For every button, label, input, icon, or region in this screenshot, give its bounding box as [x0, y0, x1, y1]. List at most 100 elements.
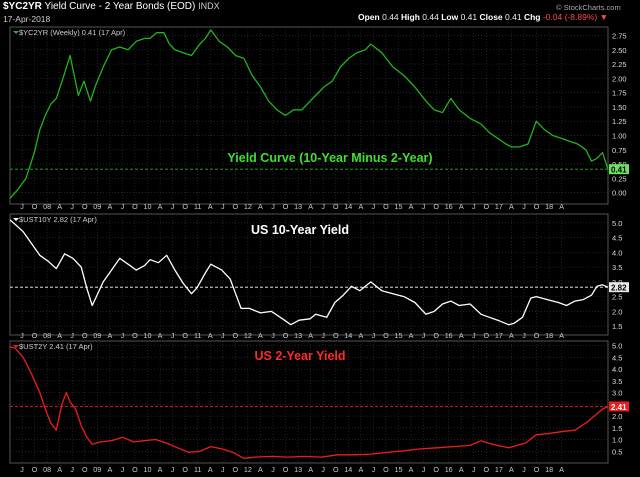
y-tick-label: 1.00 — [612, 131, 627, 140]
x-tick-label: J — [321, 465, 325, 474]
panel-frame-0 — [9, 26, 609, 205]
x-tick-label: O — [82, 202, 88, 211]
chart-header: $YC2YR Yield Curve - 2 Year Bonds (EOD) … — [0, 0, 640, 26]
x-tick-label: 08 — [43, 465, 51, 474]
last-value-tag — [609, 164, 629, 175]
x-tick-label: A — [258, 202, 263, 211]
x-tick-label: O — [283, 331, 289, 340]
x-tick-label: O — [32, 331, 38, 340]
x-tick-label: O — [32, 465, 38, 474]
x-tick-label: J — [522, 202, 526, 211]
close-value: 0.41 — [505, 12, 522, 22]
series-line-2 — [9, 346, 609, 459]
x-tick-label: A — [509, 465, 514, 474]
y-tick-label: 3.5 — [612, 263, 622, 272]
x-tick-label: A — [409, 202, 414, 211]
y-tick-label: 1.5 — [612, 424, 622, 433]
x-tick-label: 13 — [294, 465, 302, 474]
x-tick-label: J — [472, 465, 476, 474]
panel-frame-2 — [9, 340, 609, 464]
x-tick-label: 08 — [43, 202, 51, 211]
x-tick-label: O — [283, 465, 289, 474]
x-tick-label: J — [472, 331, 476, 340]
x-tick-label: J — [422, 331, 426, 340]
x-tick-label: J — [422, 202, 426, 211]
panel-legend: $YC2YR (Weekly) 0.41 (17 Apr) — [19, 28, 126, 37]
x-tick-label: A — [559, 465, 564, 474]
y-tick-label: 1.0 — [612, 436, 622, 445]
x-tick-label: A — [308, 202, 313, 211]
legend-marker-icon — [13, 31, 19, 34]
x-tick-label: O — [182, 202, 188, 211]
x-tick-label: O — [484, 465, 490, 474]
y-tick-label: 1.25 — [612, 117, 627, 126]
x-tick-label: O — [433, 331, 439, 340]
x-tick-label: A — [459, 331, 464, 340]
low-value: 0.41 — [460, 12, 478, 22]
x-tick-label: A — [509, 331, 514, 340]
x-tick-label: 18 — [545, 202, 553, 211]
x-tick-label: 09 — [93, 202, 101, 211]
x-tick-label: O — [32, 202, 38, 211]
x-tick-label: O — [383, 202, 389, 211]
x-tick-label: 16 — [445, 465, 453, 474]
last-value-label: 0.41 — [611, 166, 627, 175]
last-value-label: 2.41 — [611, 403, 627, 412]
panel-annotation: US 10-Year Yield — [251, 223, 349, 237]
y-tick-label: 3.0 — [612, 389, 622, 398]
x-tick-label: O — [182, 331, 188, 340]
panel-annotation: US 2-Year Yield — [254, 349, 345, 363]
x-tick-label: A — [208, 202, 213, 211]
y-tick-label: 4.0 — [612, 365, 622, 374]
x-tick-label: J — [121, 331, 125, 340]
x-tick-label: 11 — [194, 465, 201, 474]
x-tick-label: 15 — [395, 202, 403, 211]
x-tick-label: J — [171, 465, 175, 474]
y-tick-label: 2.0 — [612, 307, 622, 316]
x-tick-label: A — [107, 465, 112, 474]
x-tick-label: 16 — [445, 202, 453, 211]
x-tick-label: J — [221, 202, 225, 211]
x-tick-label: O — [233, 331, 239, 340]
x-tick-label: O — [383, 331, 389, 340]
x-tick-label: 18 — [545, 331, 553, 340]
x-tick-label: J — [271, 465, 275, 474]
y-tick-label: 3.5 — [612, 377, 622, 386]
x-tick-label: J — [422, 465, 426, 474]
x-tick-label: A — [358, 465, 363, 474]
x-tick-label: J — [20, 202, 24, 211]
x-tick-label: A — [559, 202, 564, 211]
x-tick-label: 18 — [545, 465, 553, 474]
x-tick-label: 16 — [445, 331, 453, 340]
x-tick-label: A — [459, 202, 464, 211]
x-tick-label: A — [559, 331, 564, 340]
y-tick-label: 1.5 — [612, 322, 622, 331]
x-tick-label: J — [221, 465, 225, 474]
x-tick-label: 15 — [395, 465, 403, 474]
x-tick-label: A — [459, 465, 464, 474]
panel-legend: $UST2Y 2.41 (17 Apr) — [19, 342, 93, 351]
y-tick-label: 2.50 — [612, 46, 627, 55]
y-tick-label: 0.25 — [612, 174, 627, 183]
y-tick-label: 2.00 — [612, 74, 627, 83]
x-tick-label: 13 — [294, 202, 302, 211]
x-tick-label: O — [283, 202, 289, 211]
y-tick-label: 0.00 — [612, 189, 627, 198]
x-tick-label: O — [233, 202, 239, 211]
x-tick-label: 12 — [244, 202, 252, 211]
x-tick-label: J — [70, 202, 74, 211]
y-tick-label: 4.5 — [612, 353, 622, 362]
x-tick-label: O — [333, 331, 339, 340]
series-line-1 — [9, 219, 609, 326]
x-tick-label: O — [132, 202, 138, 211]
x-tick-label: A — [208, 331, 213, 340]
x-tick-label: O — [333, 202, 339, 211]
high-value: 0.44 — [422, 12, 439, 22]
x-tick-label: O — [383, 465, 389, 474]
last-value-label: 2.82 — [611, 284, 627, 293]
x-tick-label: O — [132, 465, 138, 474]
x-tick-label: A — [409, 331, 414, 340]
x-tick-label: J — [20, 465, 24, 474]
x-tick-label: 14 — [344, 331, 352, 340]
chart-date: 17-Apr-2018 — [3, 14, 51, 24]
